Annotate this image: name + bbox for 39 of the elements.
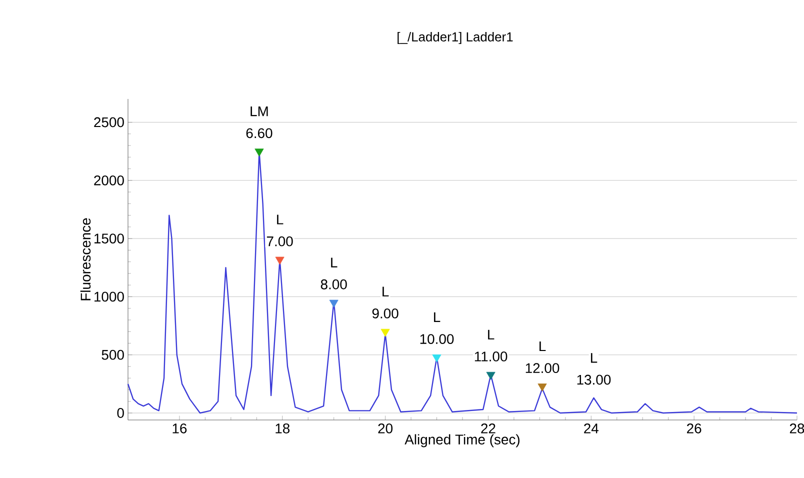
y-tick-label: 500 bbox=[102, 350, 124, 360]
x-tick-label: 18 bbox=[276, 423, 290, 434]
x-tick-label: 28 bbox=[790, 423, 804, 434]
point bbox=[538, 384, 547, 392]
y-tick-label: 0 bbox=[117, 408, 124, 418]
y-axis-title: Fluorescence bbox=[80, 218, 91, 300]
annotation: L bbox=[382, 286, 389, 296]
annotation: L bbox=[434, 312, 440, 322]
annotation: L bbox=[590, 353, 598, 363]
annotation: 10.00 bbox=[420, 334, 454, 344]
annotation: 12.00 bbox=[526, 363, 560, 374]
annotation: LM bbox=[250, 106, 268, 116]
point bbox=[329, 300, 338, 308]
annotation: L bbox=[331, 258, 338, 268]
annotation: L bbox=[488, 330, 494, 340]
point bbox=[254, 148, 264, 157]
annotation: 13.00 bbox=[577, 374, 611, 385]
annotation: 8.00 bbox=[320, 279, 347, 290]
annotation: 11.00 bbox=[474, 352, 508, 362]
y-tick-label: 2000 bbox=[94, 175, 124, 186]
annotation: L bbox=[277, 214, 284, 224]
x-tick-label: 22 bbox=[481, 423, 496, 434]
chart-title: [_/Ladder1] Ladder1 bbox=[398, 32, 513, 44]
x-tick-label: 20 bbox=[378, 423, 393, 434]
annotation: L bbox=[540, 341, 546, 352]
x-tick-label: 16 bbox=[172, 423, 187, 434]
point bbox=[432, 354, 442, 362]
point bbox=[275, 256, 284, 265]
point bbox=[486, 372, 496, 380]
annotation: 9.00 bbox=[372, 308, 398, 318]
point bbox=[380, 328, 390, 337]
y-tick-label: 1000 bbox=[94, 292, 124, 302]
annotation: 6.60 bbox=[246, 128, 272, 138]
x-tick-label: 24 bbox=[584, 423, 598, 434]
x-tick-label: 26 bbox=[687, 423, 702, 434]
x-axis-title: Aligned Time (sec) bbox=[404, 434, 520, 448]
y-tick-label: 2500 bbox=[94, 117, 124, 128]
y-tick-label: 1500 bbox=[94, 234, 124, 244]
annotation: 7.00 bbox=[266, 236, 293, 246]
